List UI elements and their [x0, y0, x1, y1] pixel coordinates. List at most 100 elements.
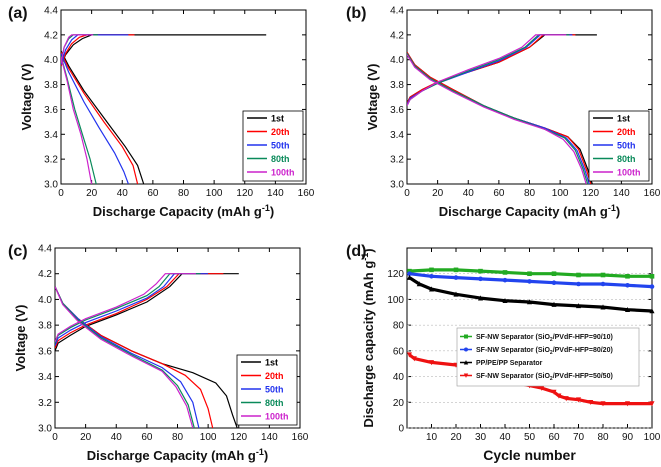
panel3-point-triangle-up [551, 301, 557, 307]
panel3-ytick-label: 100 [387, 295, 404, 306]
panel3-xtick-label: 80 [597, 432, 609, 443]
panel3-point-circle [600, 281, 606, 287]
panel0-xtick-label: 100 [206, 188, 223, 199]
panel1-series-1st-discharge [407, 51, 593, 184]
panel3-point-square [576, 272, 581, 278]
panel3-xtick-label: 100 [644, 432, 661, 443]
panel1-ytick-label: 4.2 [390, 30, 404, 41]
panel1-xtick-label: 60 [493, 188, 505, 199]
panel0-xtick-label: 60 [147, 188, 159, 199]
panel1-series-80th-discharge [407, 53, 589, 184]
panel3-label: (d) [346, 243, 366, 260]
panel3-xlabel: Cycle number [483, 447, 576, 463]
panel3-xtick-label: 40 [499, 432, 511, 443]
panel2-xtick-label: 140 [261, 432, 278, 443]
panel2-legend-label: 1st [265, 358, 278, 368]
panel3-point-triangle-down [624, 401, 631, 407]
panel2-xtick-label: 160 [292, 432, 309, 443]
panel0-xlabel: Discharge Capacity (mAh g-1) [93, 203, 274, 219]
panel3-point-triangle-up [453, 291, 459, 297]
panel3-ytick-label: 60 [393, 346, 405, 357]
panel2-series-80th-charge [55, 273, 201, 344]
panel1-xtick-label: 80 [524, 188, 536, 199]
panel1-xtick-label: 120 [582, 188, 599, 199]
panel0-xtick-label: 140 [267, 188, 284, 199]
panel2-series-100th-discharge [55, 286, 194, 428]
panel2-legend-label: 80th [265, 398, 284, 408]
panel2-ytick-label: 4.0 [38, 295, 52, 306]
panel1-xtick-label: 100 [552, 188, 569, 199]
panel3-point-triangle-down [649, 401, 655, 407]
panel1-legend-label: 20th [617, 127, 636, 137]
panel3-point-circle [429, 273, 434, 279]
panel3-ytick-label: 0 [398, 424, 404, 435]
panel1-xtick-label: 0 [404, 188, 410, 199]
panel3-ytick-label: 80 [393, 321, 405, 332]
panel2-series-50th-charge [55, 273, 209, 346]
panel2-legend-label: 100th [265, 412, 289, 422]
panel0-legend-label: 80th [271, 154, 290, 164]
panel1-series-1st-charge [407, 34, 597, 104]
panel3-ylabel: Discharge capacity (mAh g-1) [360, 248, 376, 427]
panel3-point-square [625, 273, 630, 279]
panel3-point-square [429, 267, 434, 273]
panel2-ytick-label: 4.4 [38, 244, 52, 255]
panel0-label: (a) [8, 5, 28, 22]
panel2-ytick-label: 4.2 [38, 269, 52, 280]
panel1-xtick-label: 140 [613, 188, 630, 199]
panel1-series-20th-charge [407, 34, 576, 104]
panel0-ylabel: Voltage (V) [19, 64, 34, 131]
panel0-ytick-label: 3.2 [44, 155, 58, 166]
panel3-point-triangle-down [406, 352, 412, 358]
panel1-ytick-label: 3.6 [390, 105, 404, 116]
panel3-point-circle [576, 281, 581, 287]
panel3-xtick-label: 70 [573, 432, 585, 443]
panel3-legend-label: SF-NW Separator (SiO2/PVdF-HFP=50/50) [476, 373, 613, 382]
panel1-ytick-label: 4.4 [390, 6, 404, 17]
panel3-series-triangle-up-line [408, 276, 652, 313]
panel1-series-80th-charge [407, 34, 570, 106]
panel3-point-triangle-up [502, 297, 508, 304]
panel3-point-triangle-down [556, 393, 562, 399]
panel1-ytick-label: 3.0 [390, 180, 404, 191]
panel3-point-square [527, 271, 532, 277]
panel3-point-triangle-down [600, 401, 606, 407]
panel3-point-circle [502, 277, 508, 283]
panel2-series-80th-discharge [55, 286, 195, 428]
panel0-ytick-label: 4.2 [44, 30, 58, 41]
panel0-series-1st-discharge [61, 50, 145, 184]
panel0-ytick-label: 3.6 [44, 105, 58, 116]
panel2-series-20th-charge [55, 273, 224, 349]
panel1-xtick-label: 160 [644, 188, 661, 199]
panel2-xtick-label: 0 [52, 432, 58, 443]
panel0-ytick-label: 3.4 [44, 130, 58, 141]
panel0-series-100th-discharge [61, 57, 93, 184]
panel3-point-triangle-up [575, 303, 582, 309]
panel3-point-triangle-up [428, 286, 435, 292]
panel2-ytick-label: 3.8 [38, 321, 52, 332]
panel0-legend-label: 100th [271, 168, 295, 178]
panel2-ytick-label: 3.6 [38, 346, 52, 357]
panel0-ytick-label: 3.8 [44, 80, 58, 91]
panel3-point-triangle-down [575, 397, 582, 403]
panel1-legend-label: 80th [617, 154, 636, 164]
panel1-series-50th-charge [407, 34, 573, 105]
panel0-ytick-label: 4.4 [44, 6, 58, 17]
panel1-ytick-label: 3.2 [390, 155, 404, 166]
panel3-xtick-label: 60 [548, 432, 560, 443]
panel0-series-50th-charge [61, 34, 129, 65]
panel0-series-80th-discharge [61, 55, 97, 184]
panel0-series-50th-discharge [61, 53, 129, 184]
panel3-point-triangle-up [624, 306, 631, 313]
panel3-point-square [600, 272, 606, 278]
panel2-xtick-label: 20 [80, 432, 92, 443]
panel3-point-circle [551, 280, 557, 286]
panel3-legend-label: PP/PE/PP Separator [476, 360, 543, 367]
panel0-ytick-label: 4.0 [44, 55, 58, 66]
panel2-legend-label: 20th [265, 371, 284, 381]
panel3-ytick-label: 40 [393, 372, 405, 383]
panel1-series-20th-discharge [407, 51, 592, 184]
panel3-legend-box [456, 327, 640, 387]
panel2-ylabel: Voltage (V) [13, 305, 28, 372]
